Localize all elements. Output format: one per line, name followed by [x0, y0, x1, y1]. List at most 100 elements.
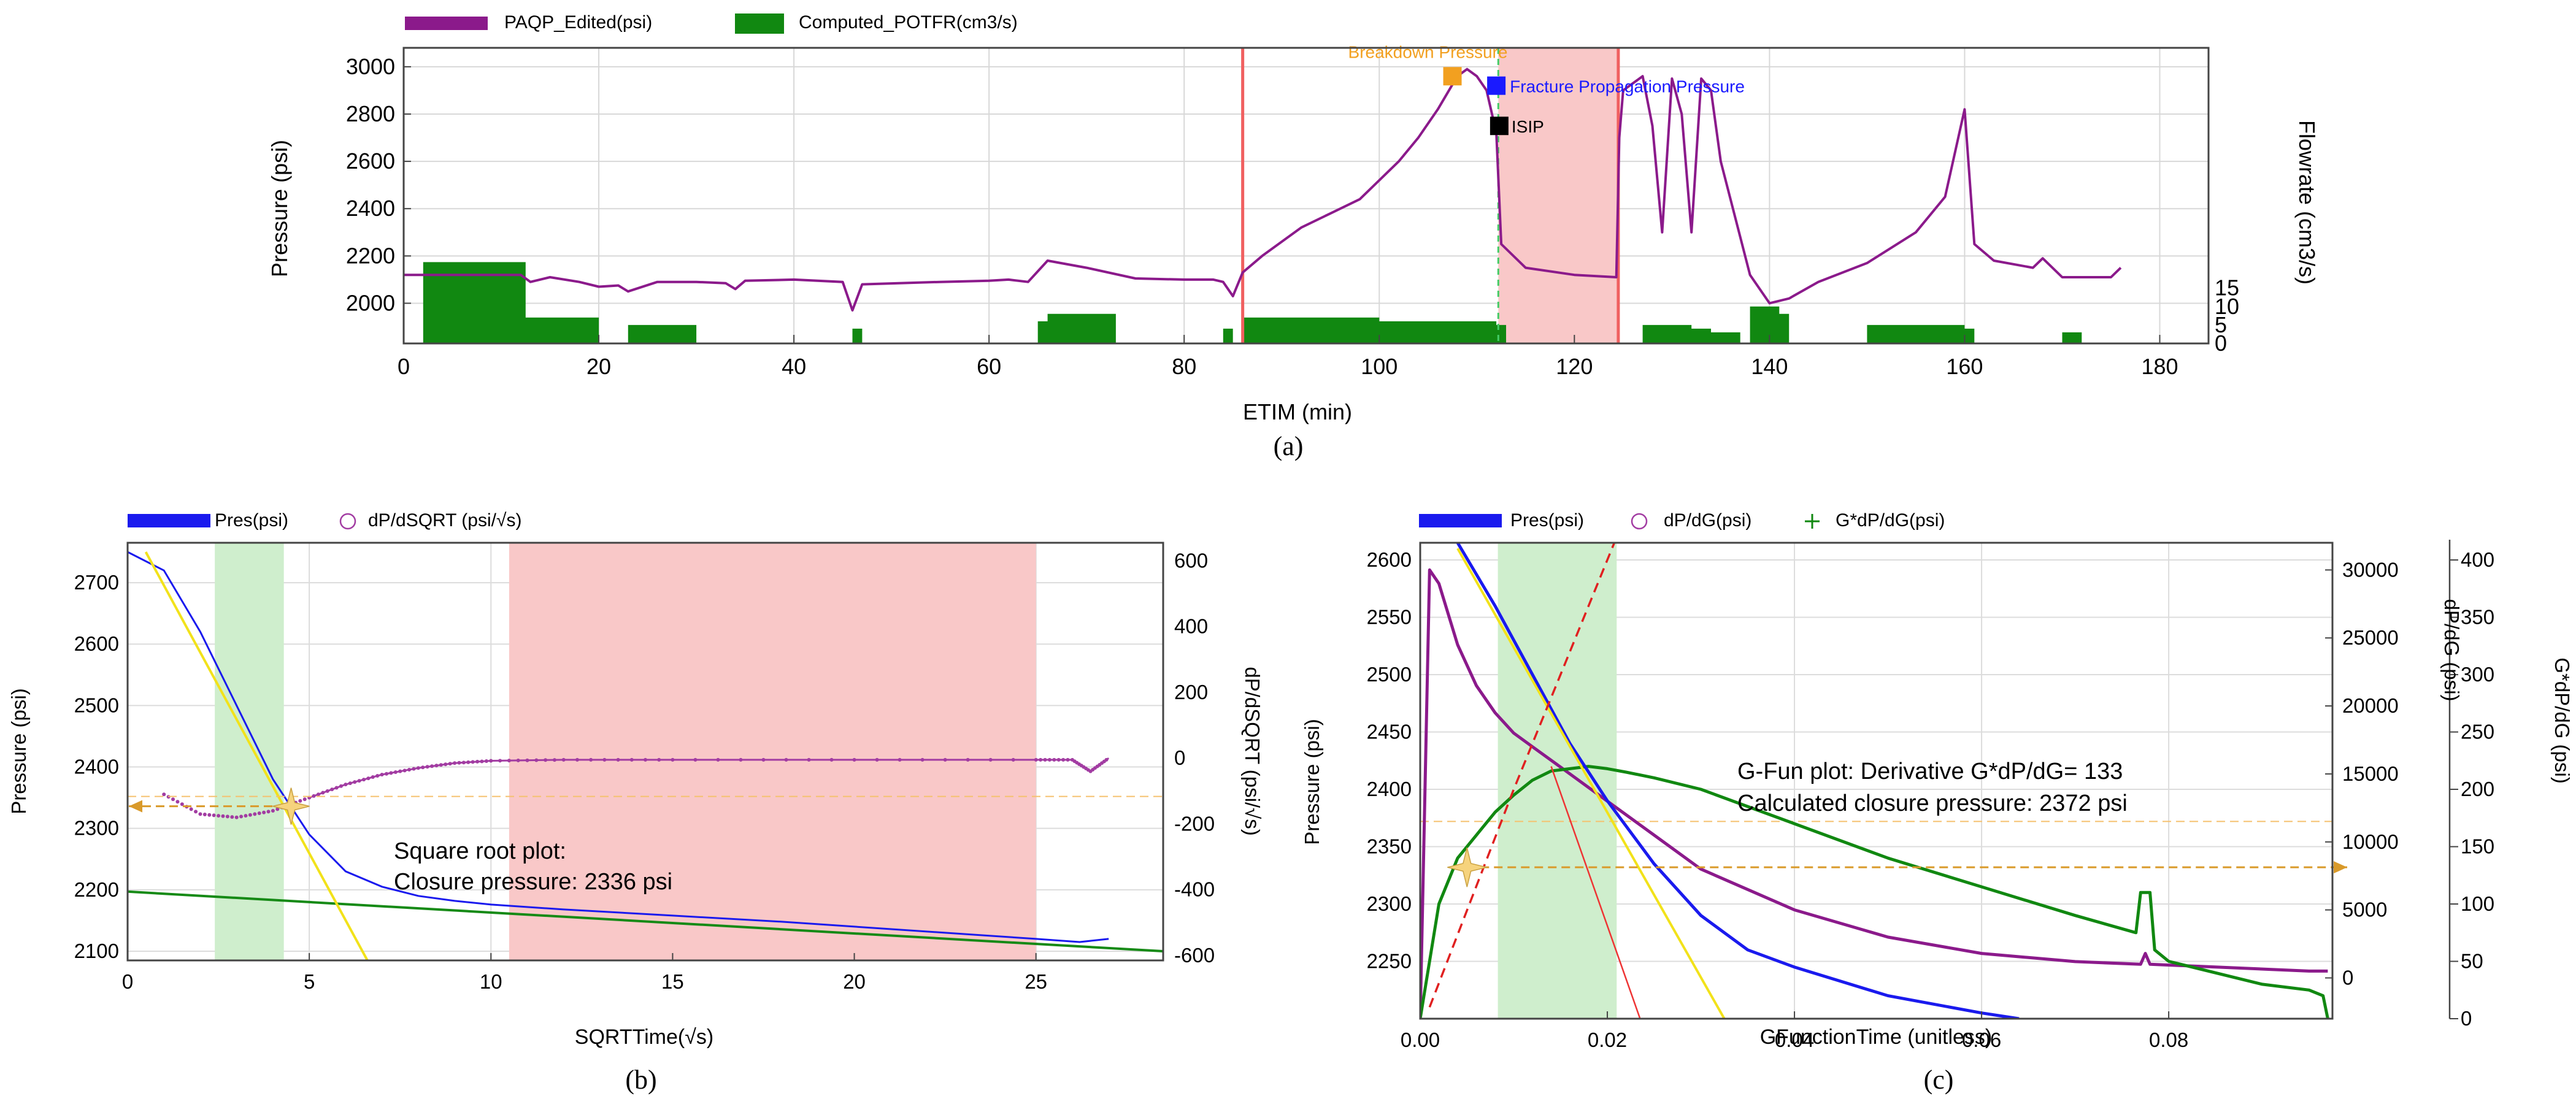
tick-label-y-c-2500: 2500: [1367, 663, 1412, 686]
derivative-point-b: [230, 815, 234, 819]
marker-a-1: [1487, 76, 1506, 95]
tick-label-y2-b--600: -600: [1174, 944, 1215, 967]
derivative-point-b: [189, 807, 193, 811]
tick-label-x-b-25: 25: [1025, 970, 1047, 993]
closure-arrow-b-head: [129, 800, 142, 813]
tick-label-y3-c-50: 50: [2461, 950, 2483, 973]
legend-b-derivative-swatch: [339, 513, 356, 530]
series-pressure-c: [1456, 543, 2020, 1019]
derivative-point-b: [257, 811, 261, 816]
tick-label-y-b-2500: 2500: [74, 694, 119, 716]
tick-label-y2-a-5: 5: [2215, 312, 2227, 337]
y3-axis-label-c: G*dP/dG (psi): [2551, 657, 2574, 783]
tick-label-x-c-3: 0.06: [1962, 1028, 2001, 1051]
tick-label-y2-c-15000: 15000: [2342, 762, 2399, 785]
tick-label-y3-c-400: 400: [2461, 548, 2494, 571]
derivative-point-b: [262, 810, 266, 814]
tick-label-y-a-3000: 3000: [346, 54, 395, 79]
annotation-b-line1: Square root plot:: [394, 838, 566, 864]
tick-label-y-c-2300: 2300: [1367, 892, 1412, 915]
tick-label-y3-c-150: 150: [2461, 835, 2494, 858]
tick-label-y3-c-250: 250: [2461, 721, 2494, 743]
tick-label-y2-b-600: 600: [1174, 549, 1208, 572]
legend-b-derivative-label: dP/dSQRT (psi/√s): [368, 510, 521, 531]
tick-label-x-a-80: 80: [1172, 354, 1196, 379]
tick-label-y3-c-300: 300: [2461, 663, 2494, 686]
tick-label-y3-c-100: 100: [2461, 892, 2494, 915]
isip-region-a: [1498, 48, 1618, 343]
plot-frame-a: [402, 47, 2210, 345]
tick-label-x-a-120: 120: [1556, 354, 1593, 379]
derivative-point-b: [180, 802, 184, 806]
derivative-point-b: [298, 799, 302, 803]
tick-label-x-c-1: 0.02: [1588, 1028, 1627, 1051]
x-axis-label-a: ETIM (min): [1243, 399, 1352, 424]
derivative-point-b: [225, 814, 229, 819]
tick-label-x-a-60: 60: [977, 354, 1001, 379]
tick-label-x-c-2: 0.04: [1775, 1028, 1814, 1051]
derivative-point-b: [239, 814, 244, 819]
panel-b: Pres(psi) dP/dSQRT (psi/√s) 0 5 10 15 20 25 21…: [7, 510, 1264, 1095]
marker-a-2: [1490, 117, 1509, 136]
derivative-point-b: [271, 809, 275, 813]
tick-label-y-b-2600: 2600: [74, 632, 119, 655]
plot-inner-c: [1420, 543, 2332, 1019]
tick-label-x-a-20: 20: [586, 354, 611, 379]
legend-a-flow-swatch: [735, 13, 784, 34]
tick-label-y2-b-0: 0: [1174, 746, 1185, 769]
tick-label-y2-c-0: 0: [2342, 966, 2353, 989]
tick-label-y3-c-0: 0: [2461, 1007, 2472, 1030]
panel-c: Pres(psi) dP/dG(psi) G*dP/dG(psi) 0.00 0.…: [1301, 510, 2574, 1095]
shade-green-b: [215, 543, 284, 960]
legend-c-pressure-label: Pres(psi): [1510, 510, 1584, 531]
panel-a: PAQP_Edited(psi) Computed_POTFR(cm3/s) B…: [267, 12, 2320, 461]
tick-label-y-a-2600: 2600: [346, 148, 395, 174]
derivative-point-b: [171, 797, 175, 802]
derivative-point-b: [302, 797, 307, 802]
legend-a-flow-label: Computed_POTFR(cm3/s): [799, 12, 1018, 33]
tick-label-y2-a-15: 15: [2215, 275, 2239, 301]
tick-label-y-c-2450: 2450: [1367, 721, 1412, 743]
plot-area-c: 0.00 0.02 0.04 0.06 0.08 2250 2300 2350 2400 2450…: [1367, 540, 2494, 1051]
tick-label-y2-b-200: 200: [1174, 681, 1208, 703]
annotation-c-line1: G-Fun plot: Derivative G*dP/dG= 133: [1737, 759, 2123, 784]
tick-label-x-a-40: 40: [782, 354, 806, 379]
tick-label-y-a-2200: 2200: [346, 243, 395, 268]
tick-label-x-b-0: 0: [122, 970, 133, 993]
legend-c-gdpdg-swatch: [1805, 514, 1820, 529]
y2-axis-label-c: dP/dG (psi): [2440, 599, 2463, 702]
derivative-point-b: [198, 812, 202, 816]
tick-label-x-c-0: 0.00: [1401, 1028, 1440, 1051]
tick-label-x-b-20: 20: [843, 970, 866, 993]
tick-label-y3-c-350: 350: [2461, 606, 2494, 629]
tick-label-x-a-100: 100: [1361, 354, 1398, 379]
tick-label-y-c-2400: 2400: [1367, 778, 1412, 800]
y-axis-label-c: Pressure (psi): [1301, 719, 1323, 845]
derivative-point-b: [244, 814, 248, 818]
x-axis-label-c: GFunctionTime (unitless): [1760, 1025, 1993, 1049]
tick-label-y2-c-30000: 30000: [2342, 558, 2399, 581]
tick-label-x-a-160: 160: [1946, 354, 1983, 379]
tick-label-x-b-5: 5: [304, 970, 315, 993]
marker-label-breakdown: Breakdown Pressure: [1348, 42, 1508, 61]
marker-label-fpp: Fracture Propagation Pressure: [1510, 77, 1745, 96]
series-flowrate-a: [423, 262, 2082, 343]
tick-label-y-c-2350: 2350: [1367, 835, 1412, 858]
tangent-red-thin-c: [1550, 766, 1641, 1019]
annotation-b-line2: Closure pressure: 2336 psi: [394, 869, 672, 895]
derivative-point-b: [175, 800, 180, 804]
tick-label-x-c-4: 0.08: [2149, 1028, 2188, 1051]
closure-star-b: [272, 787, 310, 825]
derivative-point-b: [275, 807, 280, 811]
closure-star-c: [1447, 848, 1487, 887]
derivative-point-b: [248, 813, 252, 817]
tick-label-y2-b-400: 400: [1174, 615, 1208, 638]
derivative-point-b: [234, 815, 239, 819]
panel-label-b: (b): [625, 1065, 656, 1095]
tick-label-y-b-2100: 2100: [74, 940, 119, 962]
derivative-point-b: [207, 813, 212, 817]
legend-a-pressure-label: PAQP_Edited(psi): [504, 12, 652, 33]
plot-area-b: 0 5 10 15 20 25 2100 2200 2300 2400 2500 2600 2700 -6…: [74, 543, 1215, 993]
